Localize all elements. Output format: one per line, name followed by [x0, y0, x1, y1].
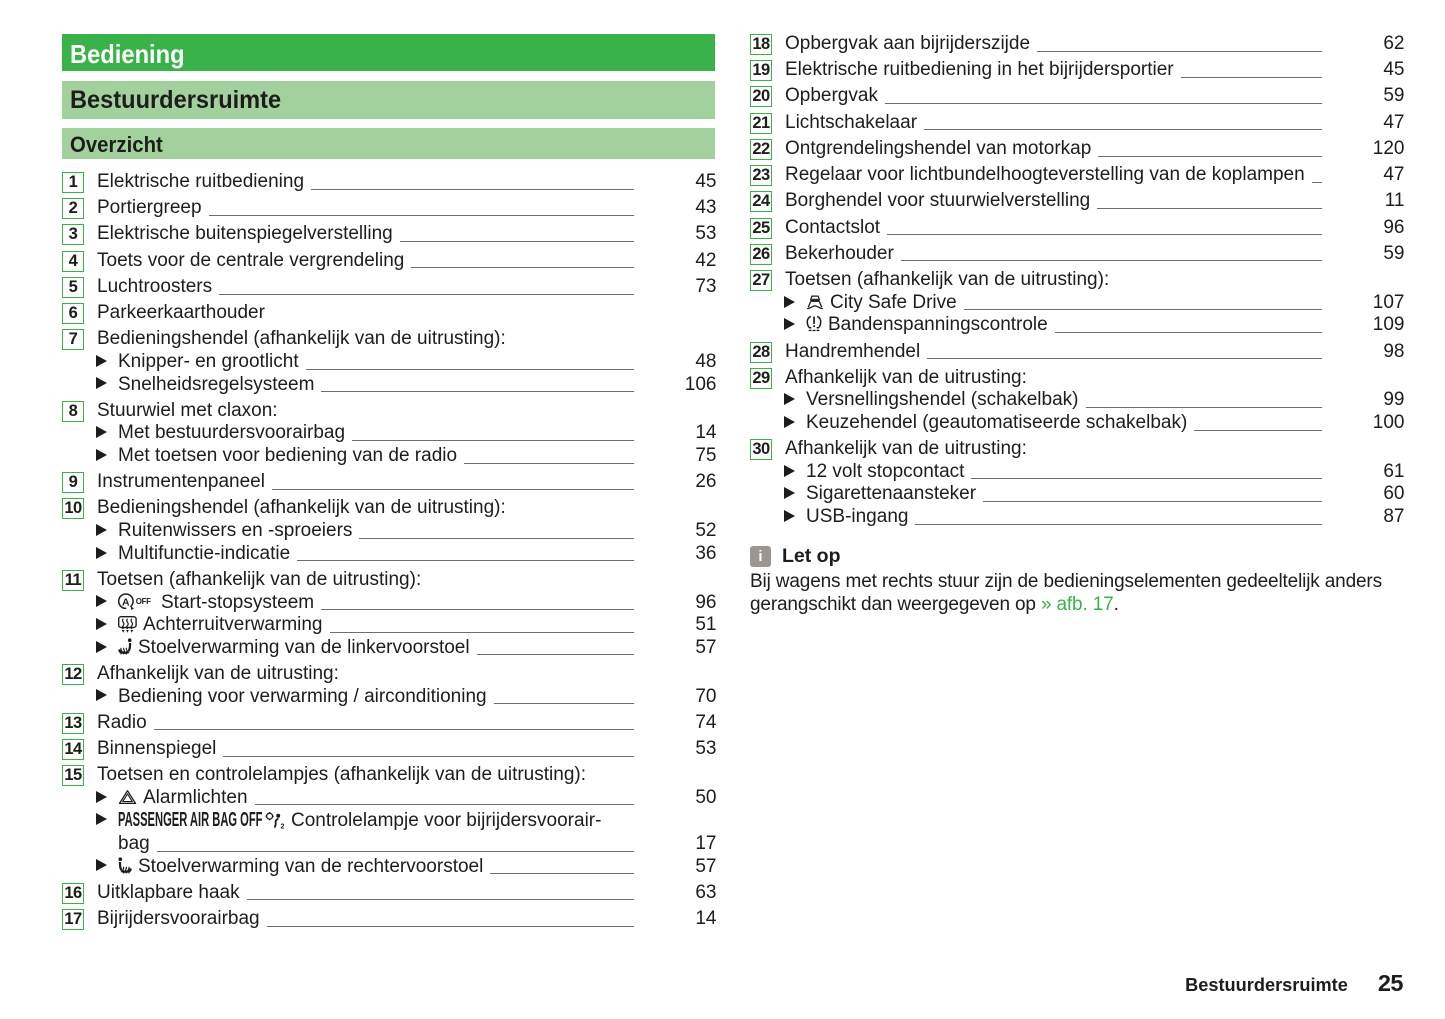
- svg-text:2: 2: [281, 824, 285, 830]
- svg-text:OFF: OFF: [136, 597, 151, 606]
- svg-text:A: A: [122, 596, 130, 608]
